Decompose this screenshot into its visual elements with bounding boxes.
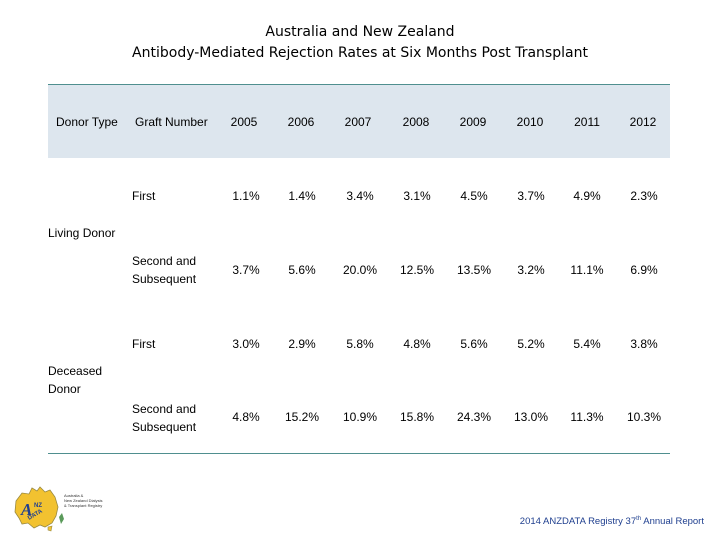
table-cell: 1.4% xyxy=(288,189,316,203)
table-cell: 5.6% xyxy=(288,263,316,277)
table-cell: 3.1% xyxy=(403,189,431,203)
table-cell: 5.2% xyxy=(517,337,545,351)
graft-label: Subsequent xyxy=(132,420,197,434)
header-year: 2012 xyxy=(629,115,657,129)
table-cell: 5.8% xyxy=(346,337,374,351)
header-year: 2009 xyxy=(459,115,487,129)
table-cell: 3.7% xyxy=(232,263,260,277)
table-cell: 3.0% xyxy=(232,337,260,351)
graft-label: Second and xyxy=(132,402,197,416)
table-cell: 13.0% xyxy=(513,410,549,424)
table-cell: 20.0% xyxy=(342,263,378,277)
header-donor-type: Donor Type xyxy=(56,115,118,129)
table-cell: 15.8% xyxy=(399,410,435,424)
logo-text: & Transplant Registry xyxy=(64,503,102,508)
table-cell: 13.5% xyxy=(456,263,492,277)
table-cell: 2.9% xyxy=(288,337,316,351)
table-cell: 2.3% xyxy=(630,189,658,203)
table-header-band xyxy=(48,85,670,158)
table-cell: 24.3% xyxy=(456,410,492,424)
group-label-deceased-donor: Donor xyxy=(48,382,81,396)
header-year: 2011 xyxy=(574,115,600,129)
graft-label: Subsequent xyxy=(132,272,197,286)
graft-label: First xyxy=(132,337,156,351)
table-cell: 12.5% xyxy=(399,263,435,277)
logo-text: New Zealand Dialysis xyxy=(64,498,102,503)
anzdata-logo: A NZ DATA Australia & New Zealand Dialys… xyxy=(14,486,102,532)
table-cell: 11.1% xyxy=(570,263,604,277)
group-label-deceased-donor: Deceased xyxy=(48,364,103,378)
table-cell: 4.9% xyxy=(573,189,601,203)
svg-text:NZ: NZ xyxy=(34,503,42,509)
table-cell: 3.4% xyxy=(346,189,374,203)
header-year: 2006 xyxy=(287,115,315,129)
table-cell: 4.8% xyxy=(232,410,260,424)
header-year: 2007 xyxy=(344,115,372,129)
header-year: 2005 xyxy=(230,115,258,129)
graft-label: Second and xyxy=(132,254,197,268)
header-year: 2008 xyxy=(402,115,430,129)
header-year: 2010 xyxy=(516,115,544,129)
footer-report-label: 2014 ANZDATA Registry 37th Annual Report xyxy=(519,516,704,528)
table-cell: 3.8% xyxy=(630,337,658,351)
table-cell: 15.2% xyxy=(284,410,320,424)
table-cell: 3.7% xyxy=(517,189,545,203)
table-cell: 3.2% xyxy=(517,263,545,277)
table-cell: 4.8% xyxy=(403,337,431,351)
table-cell: 10.3% xyxy=(626,410,662,424)
table-cell: 5.4% xyxy=(573,337,601,351)
table-cell: 11.3% xyxy=(570,410,604,424)
table-cell: 10.9% xyxy=(342,410,378,424)
svg-text:A: A xyxy=(20,500,32,519)
table-cell: 6.9% xyxy=(630,263,658,277)
table-cell: 5.6% xyxy=(460,337,488,351)
table-top-rule xyxy=(48,84,670,85)
page-title: Australia and New Zealand xyxy=(265,24,455,40)
logo-text: Australia & xyxy=(64,493,84,498)
header-graft-number: Graft Number xyxy=(135,115,208,129)
group-label-living-donor: Living Donor xyxy=(48,226,116,240)
page-subtitle: Antibody-Mediated Rejection Rates at Six… xyxy=(132,45,588,61)
table-bottom-rule xyxy=(48,453,670,454)
table-cell: 4.5% xyxy=(460,189,488,203)
table-cell: 1.1% xyxy=(232,189,260,203)
graft-label: First xyxy=(132,189,156,203)
